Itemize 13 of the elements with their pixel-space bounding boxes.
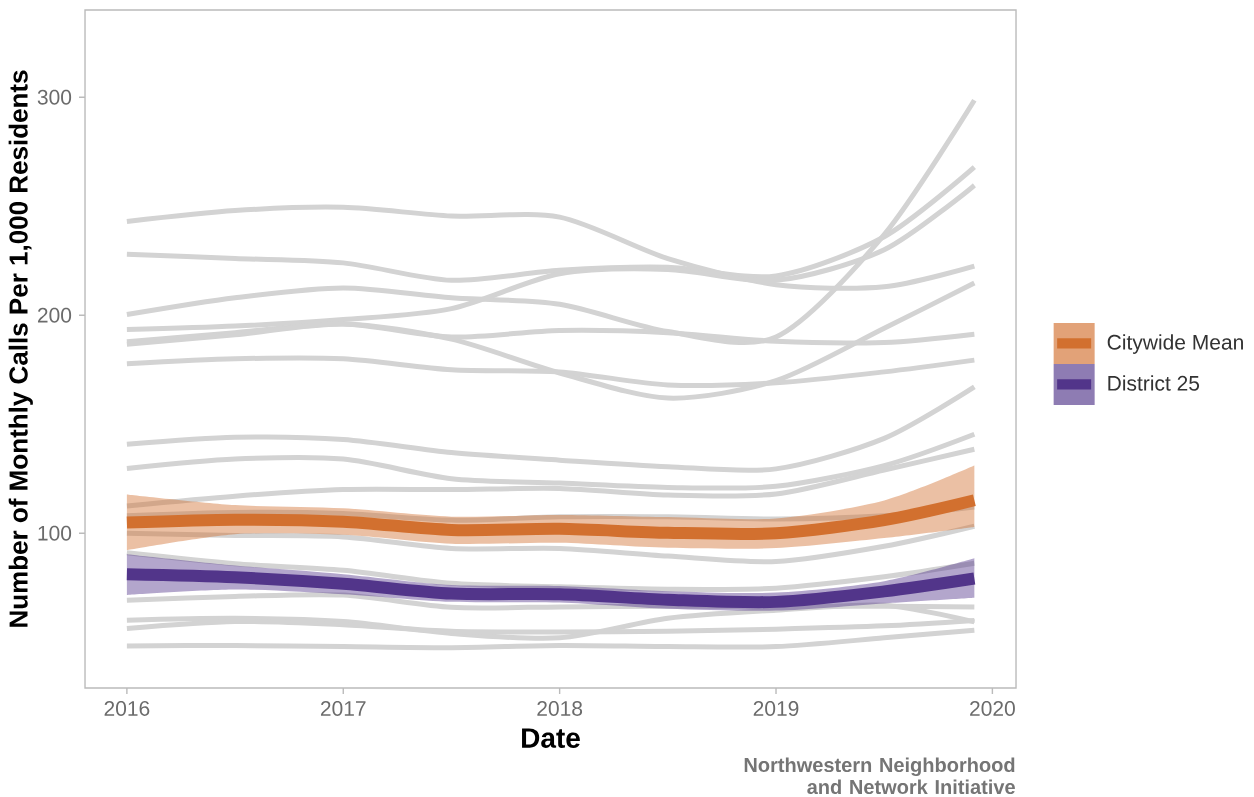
x-tick-label: 2017	[320, 701, 366, 716]
legend-label: District 25	[1108, 375, 1200, 391]
y-axis-title: Number of Monthly Calls Per 1,000 Residents	[8, 70, 33, 627]
x-axis-title: Date	[522, 728, 580, 748]
y-tick-label: 300	[37, 89, 72, 105]
x-tick-label: 2016	[104, 701, 150, 716]
text: Northwestern Neighborhood and Network Initiative	[744, 757, 1015, 795]
y-tick-label: 200	[37, 307, 72, 323]
legend-label: Citywide Mean	[1107, 334, 1243, 354]
x-tick-label: 2018	[537, 701, 583, 716]
x-tick-label: 2019	[753, 701, 799, 716]
x-tick-label: 2020	[970, 701, 1015, 716]
y-tick-label: 100	[38, 525, 72, 541]
